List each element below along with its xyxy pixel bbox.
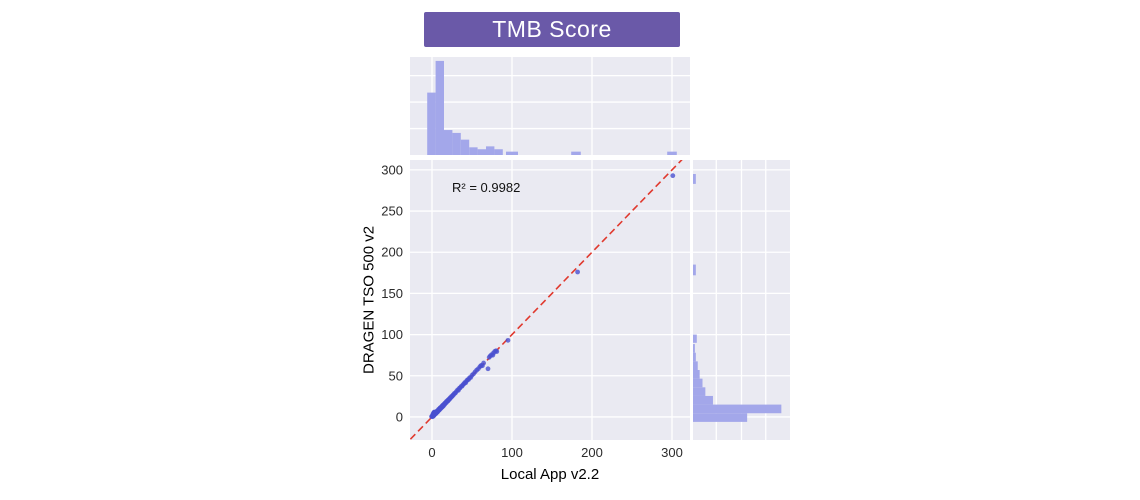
scatter-point: [575, 269, 580, 275]
scatter-point: [505, 337, 511, 343]
y-tick-label: 150: [381, 286, 403, 301]
right-histogram-bar: [693, 387, 706, 396]
top-histogram-bar: [571, 151, 581, 155]
y-tick-label: 50: [389, 368, 403, 383]
right-histogram-bar: [693, 370, 700, 379]
scatter-point: [494, 349, 500, 354]
chart-title: TMB Score: [492, 16, 612, 42]
top-histogram-bar: [444, 130, 453, 155]
right-histogram-bar: [693, 361, 698, 370]
right-histogram-bar: [693, 404, 782, 414]
top-histogram-bar: [460, 139, 470, 155]
y-tick-label: 250: [381, 204, 403, 219]
top-histogram-bar: [506, 151, 518, 155]
right-histogram-bar: [693, 395, 713, 405]
right-histogram-bar: [693, 334, 697, 343]
top-histogram-bar: [452, 132, 461, 155]
y-tick-label: 300: [381, 162, 403, 177]
scatter-point: [481, 360, 486, 366]
top-histogram-bar: [427, 92, 436, 155]
right-histogram-bar: [693, 174, 696, 184]
x-tick-label: 300: [661, 445, 683, 460]
top-histogram-bar: [477, 149, 486, 155]
x-axis-label: Local App v2.2: [500, 466, 600, 483]
scatter-points: [429, 173, 676, 420]
x-tick-label: 0: [428, 445, 435, 460]
right-histogram-bar: [693, 264, 696, 276]
right-histogram-bar: [693, 352, 696, 362]
y-tick-label: 100: [381, 327, 403, 342]
scatter-point: [485, 366, 491, 372]
top-histogram-bar: [494, 149, 503, 155]
chart-title-banner: TMB Score: [424, 12, 680, 47]
y-tick-label: 200: [381, 245, 403, 260]
r-squared-annotation: R² = 0.9982: [452, 180, 521, 195]
top-histogram-bar: [469, 147, 478, 155]
x-tick-label: 100: [501, 445, 523, 460]
scatter-point: [670, 173, 676, 179]
y-tick-label: 0: [396, 409, 403, 424]
x-tick-label: 200: [581, 445, 603, 460]
right-histogram-bar: [693, 413, 748, 422]
y-axis-label: DRAGEN TSO 500 v2: [360, 225, 378, 375]
top-histogram-bar: [435, 60, 444, 155]
right-histogram-bar: [693, 344, 695, 353]
top-histogram-bar: [486, 146, 495, 155]
right-histogram-bar: [693, 378, 703, 388]
top-histogram-bar: [667, 151, 677, 155]
